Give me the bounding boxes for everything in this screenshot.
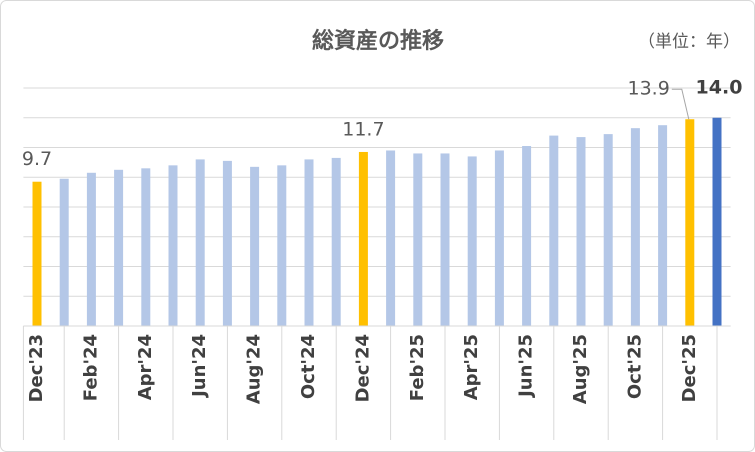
bar — [168, 165, 178, 326]
x-tick-label: Jun'25 — [516, 334, 537, 399]
x-tick-label: Dec'24 — [352, 334, 373, 402]
bar — [86, 172, 96, 326]
bar — [386, 150, 396, 326]
bar — [277, 165, 287, 326]
bar — [59, 178, 69, 326]
data-label: 14.0 — [696, 76, 743, 98]
bar — [549, 135, 559, 326]
bar — [304, 159, 314, 326]
data-label: 13.9 — [627, 78, 669, 100]
bar — [603, 134, 613, 326]
bar — [658, 125, 668, 326]
x-tick-label: Apr'24 — [135, 334, 156, 400]
bar — [685, 119, 695, 326]
bar — [494, 150, 504, 326]
bar — [576, 137, 586, 326]
bar — [32, 181, 42, 326]
x-tick-label: Dec'23 — [26, 334, 47, 402]
bar — [114, 169, 124, 326]
bar — [440, 153, 450, 326]
data-label: 9.7 — [22, 148, 52, 170]
chart-title: 総資産の推移 — [312, 28, 444, 54]
x-tick-label: Dec'25 — [679, 334, 700, 402]
bar — [522, 146, 532, 326]
bar — [712, 117, 722, 326]
x-tick-label: Jun'24 — [189, 334, 210, 399]
bar — [222, 160, 232, 326]
x-tick-label: Feb'25 — [407, 334, 428, 401]
data-label: 11.7 — [342, 118, 384, 140]
bar — [630, 128, 640, 326]
bar — [195, 159, 205, 326]
x-tick-label: Oct'24 — [298, 334, 319, 399]
x-tick-label: Oct'25 — [624, 334, 645, 399]
bar — [467, 156, 477, 326]
bar — [250, 166, 260, 326]
x-tick-label: Apr'25 — [461, 334, 482, 400]
x-tick-label: Aug'24 — [244, 334, 265, 404]
x-tick-label: Feb'24 — [80, 334, 101, 401]
unit-note: （単位：年） — [638, 32, 740, 52]
bar — [331, 157, 341, 326]
bar — [413, 153, 423, 326]
bar — [141, 168, 151, 326]
x-tick-label: Aug'25 — [570, 334, 591, 404]
bar — [358, 151, 368, 326]
leader-line — [671, 88, 690, 120]
